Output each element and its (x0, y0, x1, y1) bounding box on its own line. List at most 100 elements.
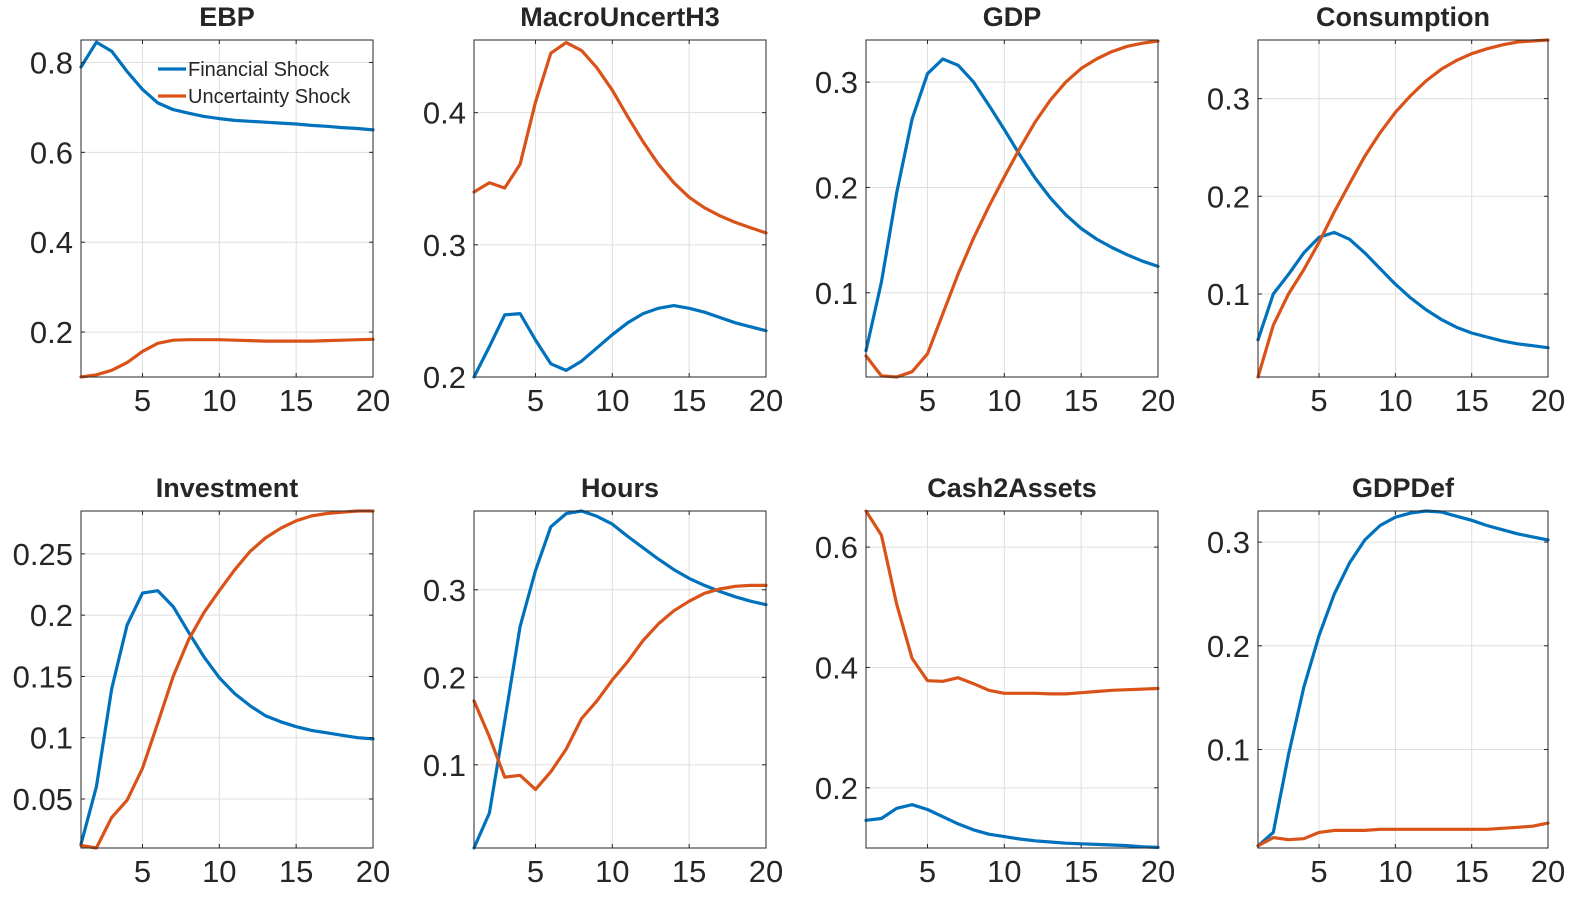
x-tick-label: 5 (527, 383, 544, 418)
x-tick-label: 10 (987, 854, 1021, 889)
y-tick-label: 0.3 (1207, 525, 1250, 560)
y-tick-label: 0.4 (30, 225, 73, 260)
series-line-uncertainty (472, 583, 768, 792)
axes-frame (473, 39, 767, 378)
y-tick-label: 0.4 (815, 650, 858, 685)
series-line-uncertainty (472, 40, 768, 235)
subplot-ebp: 5 10 15 20 0.2 0.4 0.6 0.8 EBP Financial Shock Unc… (30, 2, 390, 418)
y-tick-label: 0.05 (13, 782, 73, 817)
subplot-macrouncerth3: 5 10 15 20 0.2 0.3 0.4 MacroUncertH3 (423, 2, 783, 418)
x-tick-label: 15 (1064, 854, 1098, 889)
series-line-financial (79, 40, 375, 132)
series-line-financial (864, 803, 1160, 850)
axes-frame (865, 39, 1159, 378)
y-tick-label: 0.2 (30, 315, 73, 350)
x-tick-label: 15 (1064, 383, 1098, 418)
x-tick-label: 15 (672, 383, 706, 418)
x-tick-label: 5 (134, 854, 151, 889)
series-line-financial (1256, 509, 1550, 848)
x-tick-label: 5 (1310, 383, 1327, 418)
x-tick-label: 10 (1378, 383, 1412, 418)
x-tick-label: 5 (919, 383, 936, 418)
series-line-uncertainty (1256, 821, 1550, 848)
subplot-title: Hours (581, 473, 659, 503)
series-line-financial (472, 509, 768, 850)
subplot-title: Consumption (1316, 2, 1490, 32)
x-tick-label: 20 (1141, 854, 1175, 889)
subplot-title: Cash2Assets (927, 473, 1097, 503)
y-tick-label: 0.3 (423, 573, 466, 608)
series-line-uncertainty (1256, 38, 1550, 379)
y-tick-label: 0.6 (30, 135, 73, 170)
y-tick-label: 0.3 (423, 228, 466, 263)
y-tick-label: 0.1 (423, 748, 466, 783)
x-tick-label: 20 (1531, 854, 1565, 889)
y-tick-label: 0.1 (1207, 732, 1250, 767)
axes-frame (80, 39, 374, 378)
x-tick-label: 20 (356, 854, 390, 889)
y-tick-label: 0.15 (13, 659, 73, 694)
subplot-cash2assets: 5 10 15 20 0.2 0.4 0.6 Cash2Assets (815, 473, 1175, 889)
x-tick-label: 15 (279, 383, 313, 418)
axes-frame (1257, 39, 1549, 378)
x-tick-label: 20 (1141, 383, 1175, 418)
x-tick-label: 20 (1531, 383, 1565, 418)
subplot-title: EBP (199, 2, 255, 32)
axes-frame (80, 510, 374, 849)
y-tick-label: 0.2 (815, 771, 858, 806)
x-tick-label: 10 (987, 383, 1021, 418)
x-tick-label: 15 (1454, 383, 1488, 418)
x-tick-label: 10 (1378, 854, 1412, 889)
x-tick-label: 20 (356, 383, 390, 418)
x-tick-label: 10 (595, 383, 629, 418)
y-tick-label: 0.1 (30, 721, 73, 756)
x-tick-label: 15 (672, 854, 706, 889)
subplot-title: GDP (983, 2, 1042, 32)
x-tick-label: 15 (279, 854, 313, 889)
subplot-title: GDPDef (1352, 473, 1455, 503)
y-tick-label: 0.2 (1207, 629, 1250, 664)
y-tick-label: 0.8 (30, 45, 73, 80)
legend-label-financial: Financial Shock (188, 59, 330, 81)
subplot-investment: 5 10 15 20 0.05 0.1 0.15 0.2 0.25 Investment (13, 473, 391, 889)
y-tick-label: 0.2 (815, 170, 858, 205)
y-tick-label: 0.3 (1207, 82, 1250, 117)
x-tick-label: 5 (1310, 854, 1327, 889)
x-tick-label: 10 (202, 854, 236, 889)
axes-frame (865, 510, 1159, 849)
subplot-gdp: 5 10 15 20 0.1 0.2 0.3 GDP (815, 2, 1175, 418)
legend: Financial Shock Uncertainty Shock (158, 59, 351, 108)
subplot-gdpdef: 5 10 15 20 0.1 0.2 0.3 GDPDef (1207, 473, 1565, 889)
y-tick-label: 0.2 (30, 598, 73, 633)
x-tick-label: 20 (749, 383, 783, 418)
x-tick-label: 10 (202, 383, 236, 418)
y-tick-label: 0.6 (815, 530, 858, 565)
series-line-financial (864, 57, 1160, 353)
subplot-title: Investment (156, 473, 299, 503)
series-line-financial (1256, 230, 1550, 350)
series-line-uncertainty (79, 509, 375, 850)
series-line-financial (79, 589, 375, 846)
series-line-uncertainty (79, 337, 375, 379)
y-tick-label: 0.2 (1207, 179, 1250, 214)
axes-frame (1257, 510, 1549, 849)
series-line-uncertainty (864, 509, 1160, 696)
x-tick-label: 5 (527, 854, 544, 889)
x-tick-label: 10 (595, 854, 629, 889)
y-tick-label: 0.1 (1207, 277, 1250, 312)
axes-frame (473, 510, 767, 849)
y-tick-label: 0.2 (423, 360, 466, 395)
x-tick-label: 15 (1454, 854, 1488, 889)
legend-label-uncertainty: Uncertainty Shock (188, 86, 351, 108)
y-tick-label: 0.25 (13, 537, 73, 572)
y-tick-label: 0.1 (815, 276, 858, 311)
series-line-uncertainty (864, 39, 1160, 379)
subplot-hours: 5 10 15 20 0.1 0.2 0.3 Hours (423, 473, 783, 889)
subplot-title: MacroUncertH3 (520, 2, 720, 32)
x-tick-label: 5 (134, 383, 151, 418)
x-tick-label: 5 (919, 854, 936, 889)
y-tick-label: 0.3 (815, 65, 858, 100)
x-tick-label: 20 (749, 854, 783, 889)
y-tick-label: 0.4 (423, 96, 466, 131)
